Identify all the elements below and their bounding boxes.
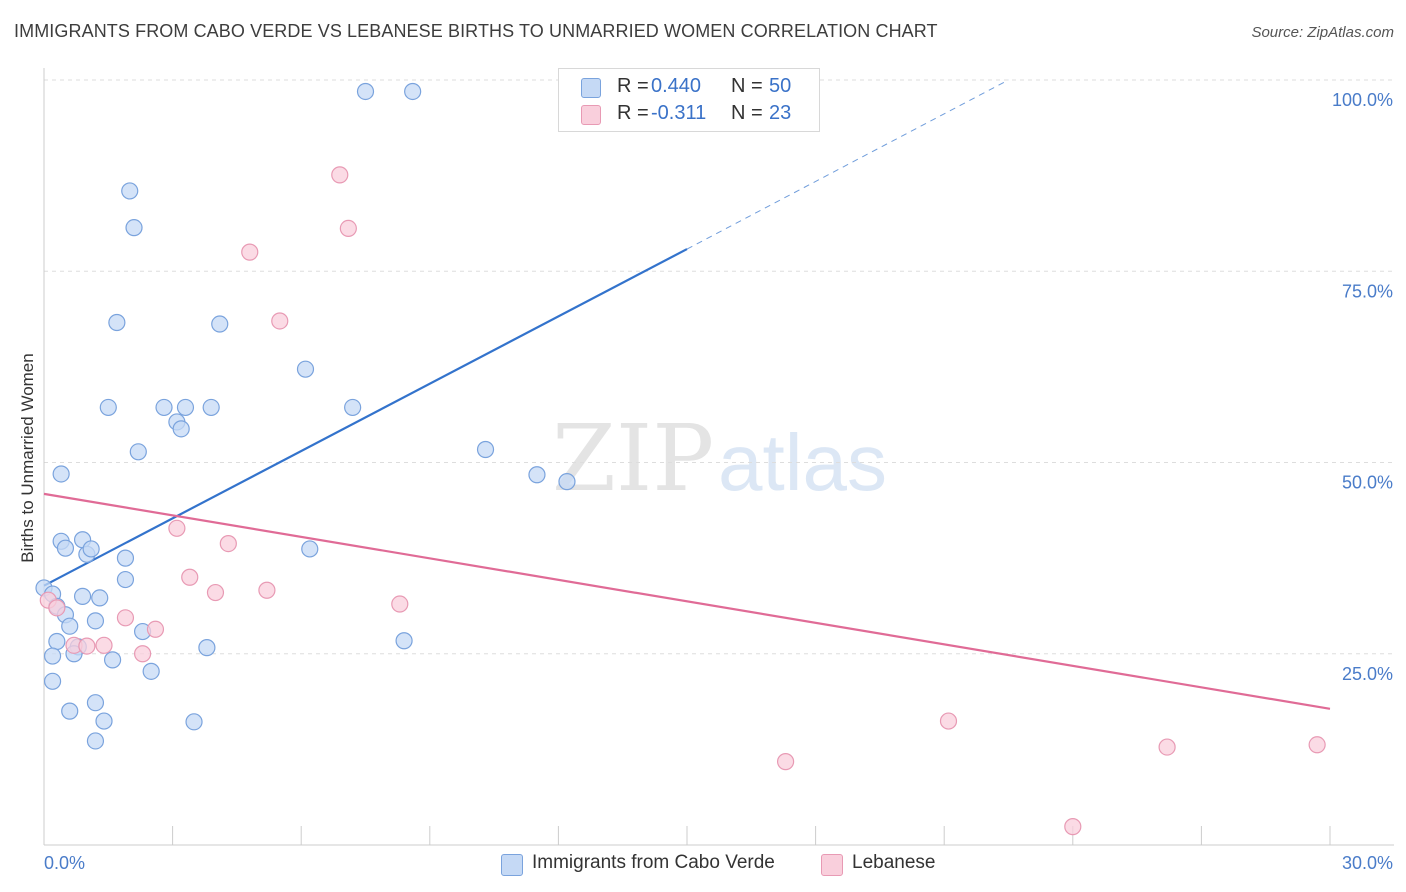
legend-swatch-pink — [821, 854, 843, 876]
trend-lines — [43, 79, 1331, 710]
point-cabo-verde — [108, 313, 126, 332]
point-lebanese — [241, 243, 259, 261]
point-cabo-verde — [395, 632, 413, 650]
point-lebanese — [1064, 818, 1082, 836]
legend-swatch-blue — [581, 78, 601, 98]
point-cabo-verde — [73, 587, 92, 605]
point-lebanese — [95, 636, 113, 654]
point-lebanese — [146, 620, 165, 638]
point-lebanese — [133, 645, 152, 663]
point-cabo-verde — [202, 398, 220, 417]
x-tick-label: 30.0% — [1342, 853, 1393, 873]
chart-title: IMMIGRANTS FROM CABO VERDE VS LEBANESE B… — [14, 21, 938, 41]
point-cabo-verde — [43, 647, 62, 665]
point-cabo-verde — [211, 315, 229, 333]
legend-r-value: -0.311 — [651, 102, 707, 124]
source-credit: Source: ZipAtlas.com — [1251, 24, 1394, 41]
legend-label-lebanese: Lebanese — [852, 852, 936, 873]
point-cabo-verde — [61, 617, 79, 635]
point-cabo-verde — [528, 466, 546, 484]
point-lebanese — [206, 583, 225, 602]
point-cabo-verde — [61, 702, 79, 720]
point-cabo-verde — [86, 694, 105, 712]
y-tick-label: 50.0% — [1342, 473, 1393, 493]
point-lebanese — [331, 166, 349, 184]
point-cabo-verde — [103, 651, 122, 669]
point-lebanese — [78, 637, 96, 655]
point-cabo-verde — [296, 360, 315, 378]
point-lebanese — [391, 595, 409, 613]
point-cabo-verde — [129, 443, 147, 461]
legend-swatch-blue — [501, 854, 523, 876]
data-points — [35, 82, 1326, 836]
point-cabo-verde — [48, 632, 66, 651]
point-lebanese — [116, 609, 135, 627]
trend-line-cabo-verde — [43, 248, 688, 587]
watermark-zip: ZIP — [552, 405, 714, 512]
point-lebanese — [219, 534, 237, 553]
grid-lines — [44, 79, 1394, 655]
x-tick-label: 0.0% — [44, 853, 85, 873]
point-lebanese — [181, 568, 199, 586]
point-cabo-verde — [356, 82, 375, 101]
point-lebanese — [1308, 736, 1326, 754]
legend-r-value: 0.440 — [651, 75, 702, 97]
series-legend: Immigrants from Cabo Verde Lebanese — [0, 852, 1406, 878]
point-cabo-verde — [86, 612, 105, 630]
watermark-atlas: atlas — [718, 418, 887, 507]
point-lebanese — [168, 519, 186, 537]
y-tick-label: 75.0% — [1342, 281, 1393, 301]
legend-label-cabo-verde: Immigrants from Cabo Verde — [532, 852, 775, 873]
point-cabo-verde — [558, 473, 576, 491]
point-lebanese — [939, 712, 958, 730]
legend-n-value: 50 — [769, 75, 792, 97]
y-tick-label: 100.0% — [1332, 90, 1393, 110]
point-lebanese — [48, 599, 66, 617]
point-cabo-verde — [86, 732, 105, 750]
point-cabo-verde — [82, 540, 100, 558]
point-lebanese — [776, 753, 795, 771]
trend-line-cabo-verde-extension — [686, 79, 1009, 250]
point-cabo-verde — [52, 465, 70, 483]
point-cabo-verde — [95, 712, 113, 730]
point-cabo-verde — [116, 549, 135, 567]
point-cabo-verde — [116, 570, 135, 589]
point-lebanese — [271, 312, 289, 330]
point-cabo-verde — [301, 540, 319, 558]
point-cabo-verde — [142, 662, 160, 680]
legend-n-label: N = — [731, 75, 763, 97]
axes — [43, 68, 1394, 846]
correlation-legend: R = 0.440 N = 50 R = -0.311 N = 23 — [558, 68, 820, 132]
point-cabo-verde — [344, 398, 362, 417]
point-lebanese — [339, 219, 357, 238]
point-cabo-verde — [99, 398, 117, 417]
point-cabo-verde — [404, 82, 422, 101]
watermark: ZIP atlas — [552, 405, 887, 512]
legend-r-label: R = — [617, 102, 649, 124]
point-cabo-verde — [121, 182, 139, 200]
tick-labels: 25.0% 50.0% 75.0% 100.0% 0.0% 30.0% — [44, 90, 1393, 873]
legend-n-value: 23 — [769, 102, 792, 124]
point-cabo-verde — [176, 398, 195, 417]
legend-r-label: R = — [617, 75, 649, 97]
point-cabo-verde — [476, 440, 495, 459]
point-cabo-verde — [185, 713, 203, 731]
point-lebanese — [1158, 738, 1176, 756]
point-cabo-verde — [198, 639, 216, 657]
y-axis-label: Births to Unmarried Women — [18, 353, 37, 562]
point-cabo-verde — [125, 219, 143, 237]
y-tick-label: 25.0% — [1342, 664, 1393, 684]
point-cabo-verde — [91, 589, 109, 607]
legend-n-label: N = — [731, 102, 763, 124]
trend-line-lebanese — [43, 492, 1331, 710]
point-lebanese — [258, 581, 276, 599]
point-cabo-verde — [43, 672, 62, 690]
point-cabo-verde — [56, 539, 75, 557]
point-cabo-verde — [172, 420, 190, 438]
legend-swatch-pink — [581, 105, 601, 125]
point-cabo-verde — [155, 398, 173, 417]
